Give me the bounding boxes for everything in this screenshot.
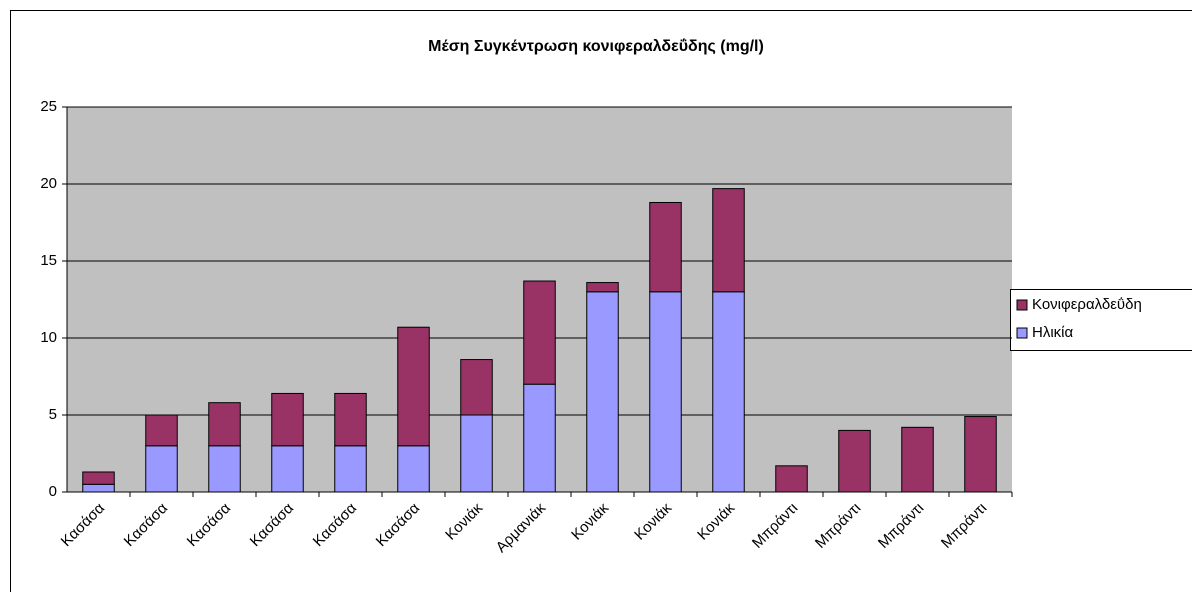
bar-segment bbox=[208, 402, 241, 447]
bar-segment bbox=[334, 445, 367, 493]
bar-segment bbox=[208, 445, 241, 493]
bar-segment bbox=[586, 282, 619, 293]
legend-label: Κονιφεραλδεΰδη bbox=[1032, 296, 1142, 313]
bar-segment bbox=[82, 483, 115, 493]
bar-segment bbox=[397, 445, 430, 493]
bar-segment bbox=[586, 291, 619, 493]
bar-segment bbox=[397, 326, 430, 447]
y-tick-label: 15 bbox=[40, 252, 57, 269]
bar-segment bbox=[649, 201, 682, 293]
bar-segment bbox=[523, 280, 556, 385]
legend-swatch bbox=[1016, 299, 1028, 311]
y-tick-label: 10 bbox=[40, 329, 57, 346]
bar-segment bbox=[460, 414, 493, 493]
legend-label: Ηλικία bbox=[1032, 324, 1073, 341]
bar-segment bbox=[712, 291, 745, 493]
bar-segment bbox=[523, 383, 556, 493]
y-tick-label: 5 bbox=[49, 406, 57, 423]
y-tick-label: 25 bbox=[40, 98, 57, 115]
bar-segment bbox=[838, 429, 871, 493]
bar-segment bbox=[901, 426, 934, 493]
bar-segment bbox=[271, 392, 304, 447]
bar-segment bbox=[775, 465, 808, 493]
bar-segment bbox=[82, 471, 115, 485]
chart-title: Μέση Συγκέντρωση κονιφεραλδεΰδης (mg/l) bbox=[428, 37, 764, 55]
bar-segment bbox=[145, 445, 178, 493]
y-tick-label: 20 bbox=[40, 175, 57, 192]
y-tick-label: 0 bbox=[49, 483, 57, 500]
legend-swatch bbox=[1016, 327, 1028, 339]
legend bbox=[1010, 289, 1192, 351]
bar-segment bbox=[145, 414, 178, 447]
bar-segment bbox=[712, 188, 745, 293]
bar-segment bbox=[271, 445, 304, 493]
bar-segment bbox=[334, 392, 367, 447]
bar-segment bbox=[964, 416, 997, 493]
bar-segment bbox=[649, 291, 682, 493]
bar-segment bbox=[460, 359, 493, 416]
